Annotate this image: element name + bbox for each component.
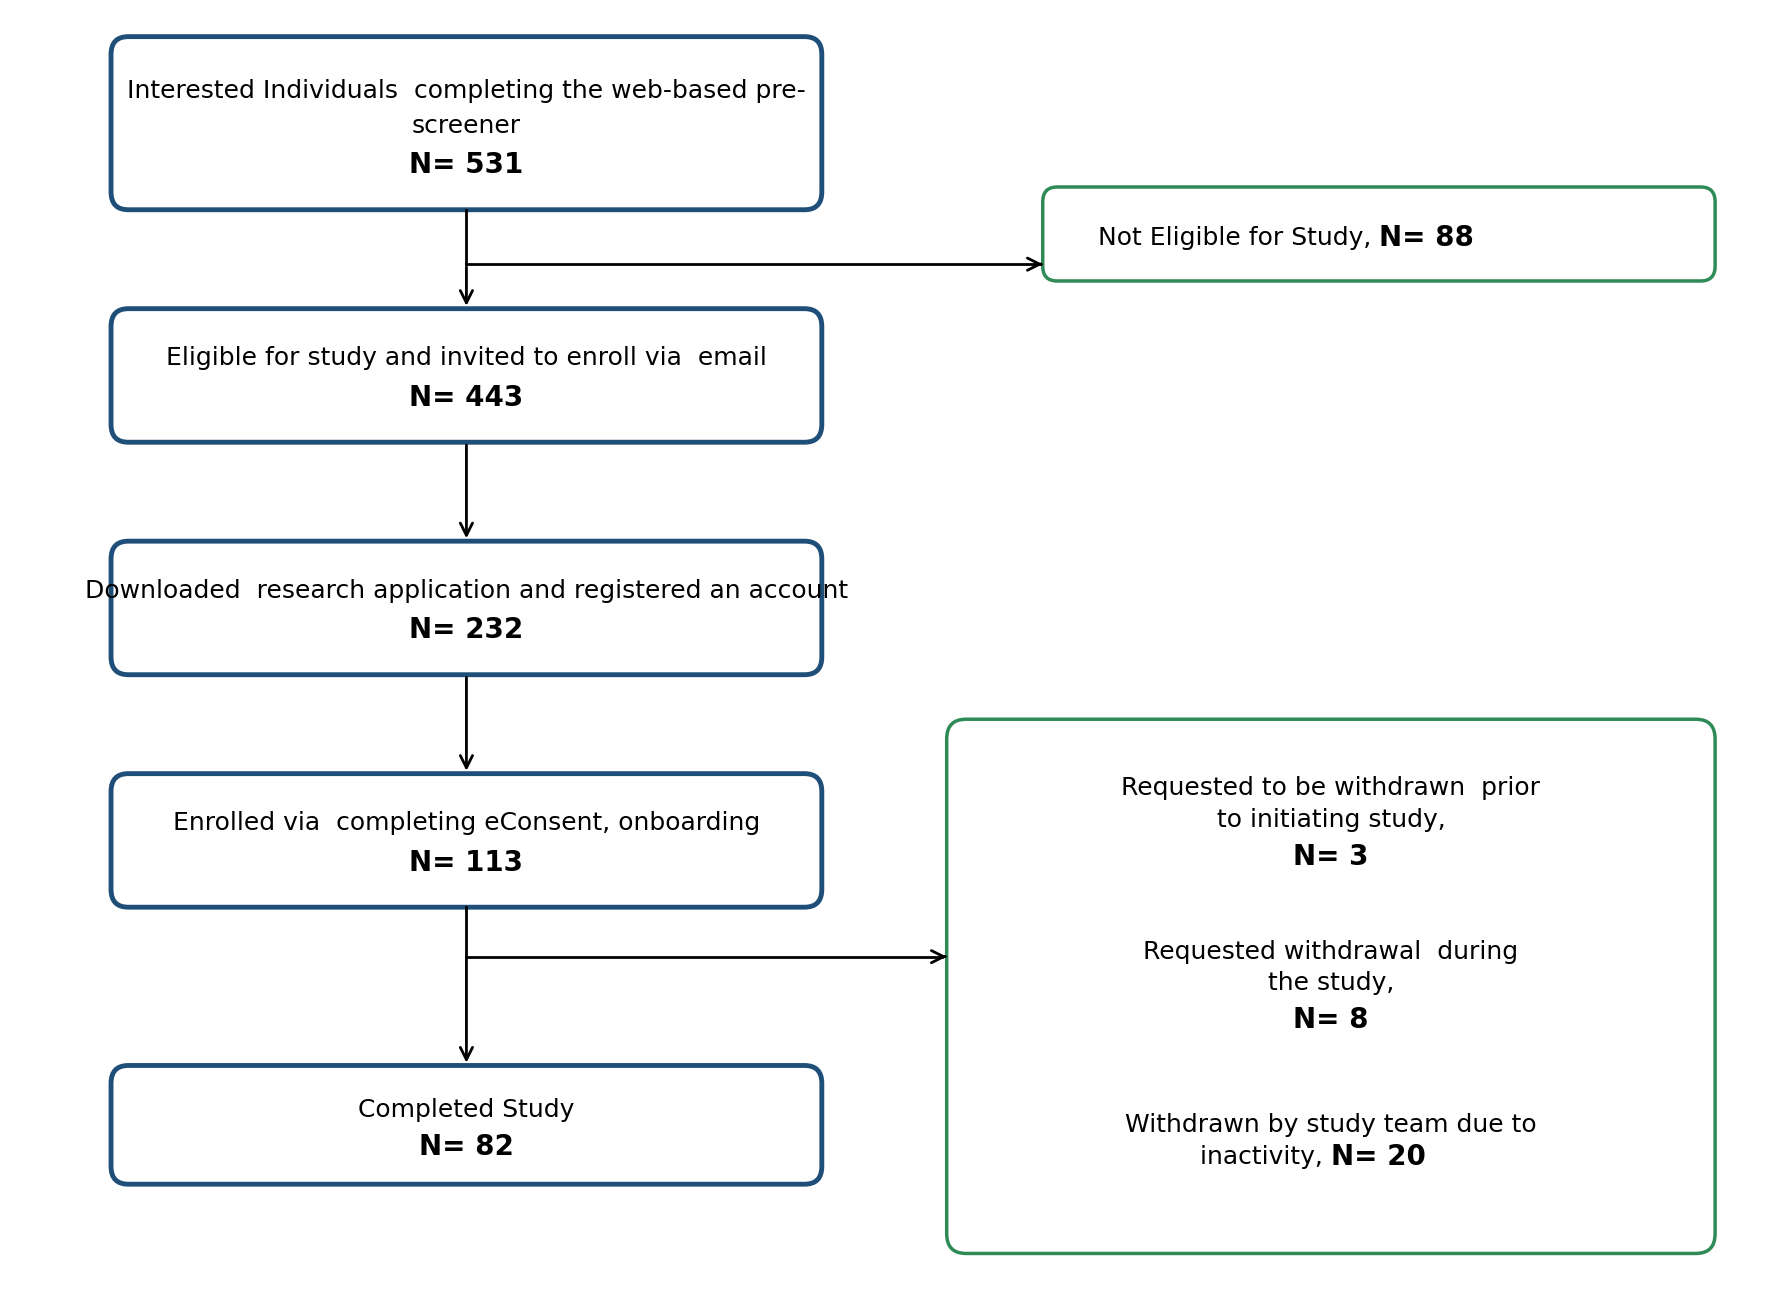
Text: N= 8: N= 8 [1294, 1006, 1368, 1034]
Text: N= 113: N= 113 [409, 848, 523, 877]
FancyBboxPatch shape [1042, 187, 1715, 281]
FancyBboxPatch shape [112, 773, 822, 907]
Text: Downloaded  research application and registered an account: Downloaded research application and regi… [85, 578, 849, 603]
Text: Requested withdrawal  during: Requested withdrawal during [1143, 940, 1519, 964]
Text: Eligible for study and invited to enroll via  email: Eligible for study and invited to enroll… [167, 346, 767, 370]
Text: screener: screener [411, 114, 521, 137]
Text: N= 3: N= 3 [1294, 843, 1368, 870]
Text: inactivity,: inactivity, [1200, 1144, 1331, 1169]
Text: N= 531: N= 531 [409, 152, 523, 179]
Text: N= 20: N= 20 [1331, 1143, 1426, 1170]
Text: N= 82: N= 82 [418, 1132, 514, 1161]
Text: Withdrawn by study team due to: Withdrawn by study team due to [1125, 1113, 1536, 1137]
Text: Requested to be withdrawn  prior: Requested to be withdrawn prior [1122, 777, 1540, 800]
FancyBboxPatch shape [112, 36, 822, 210]
Text: N= 232: N= 232 [409, 616, 523, 645]
FancyBboxPatch shape [112, 1066, 822, 1184]
Text: N= 88: N= 88 [1379, 224, 1474, 253]
Text: Completed Study: Completed Study [358, 1099, 574, 1122]
Text: Not Eligible for Study,: Not Eligible for Study, [1097, 227, 1379, 250]
Text: Interested Individuals  completing the web-based pre-: Interested Individuals completing the we… [128, 79, 806, 102]
FancyBboxPatch shape [112, 309, 822, 442]
Text: to initiating study,: to initiating study, [1217, 808, 1446, 833]
Text: N= 443: N= 443 [409, 384, 523, 411]
FancyBboxPatch shape [946, 720, 1715, 1253]
Text: the study,: the study, [1267, 971, 1395, 995]
FancyBboxPatch shape [112, 541, 822, 674]
Text: Enrolled via  completing eConsent, onboarding: Enrolled via completing eConsent, onboar… [174, 811, 760, 835]
